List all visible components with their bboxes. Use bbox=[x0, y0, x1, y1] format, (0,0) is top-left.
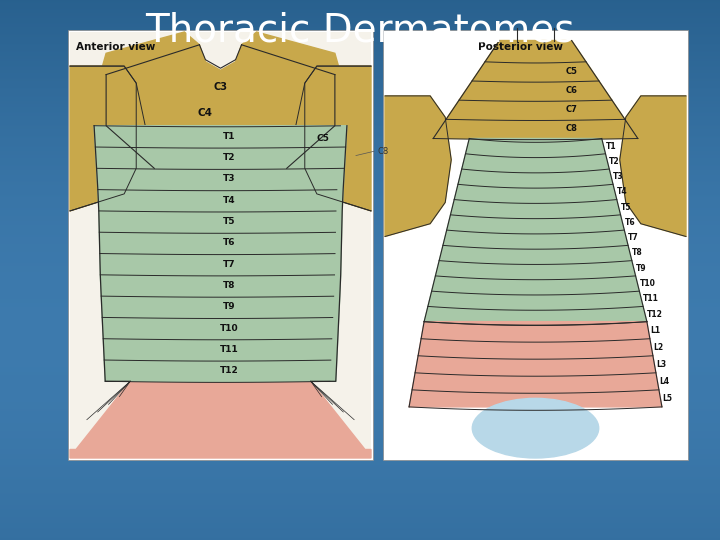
Text: C5: C5 bbox=[316, 134, 329, 143]
Text: L2: L2 bbox=[653, 343, 664, 352]
Text: T2: T2 bbox=[223, 153, 235, 162]
Polygon shape bbox=[94, 126, 347, 381]
Text: C8: C8 bbox=[566, 124, 577, 133]
Text: T11: T11 bbox=[643, 294, 659, 303]
Text: T7: T7 bbox=[223, 260, 236, 269]
Text: T6: T6 bbox=[223, 238, 235, 247]
Text: T2: T2 bbox=[609, 157, 620, 166]
Text: C5: C5 bbox=[566, 67, 577, 76]
Text: L3: L3 bbox=[657, 360, 667, 369]
Text: T3: T3 bbox=[613, 172, 624, 181]
Text: T5: T5 bbox=[621, 202, 631, 212]
Text: T12: T12 bbox=[647, 309, 663, 319]
Text: T1: T1 bbox=[223, 132, 235, 141]
FancyBboxPatch shape bbox=[68, 30, 373, 460]
Text: C6: C6 bbox=[566, 86, 577, 95]
FancyBboxPatch shape bbox=[383, 30, 688, 460]
Text: Posterior view: Posterior view bbox=[478, 42, 563, 52]
Text: C4: C4 bbox=[198, 108, 213, 118]
FancyBboxPatch shape bbox=[385, 32, 686, 458]
Text: T5: T5 bbox=[223, 217, 235, 226]
Ellipse shape bbox=[472, 399, 599, 458]
Polygon shape bbox=[385, 96, 451, 237]
Text: C8: C8 bbox=[377, 147, 388, 156]
Text: Thoracic Dermatomes: Thoracic Dermatomes bbox=[145, 11, 575, 49]
Polygon shape bbox=[70, 66, 145, 211]
Text: L4: L4 bbox=[660, 377, 670, 386]
Text: L1: L1 bbox=[650, 326, 660, 335]
FancyBboxPatch shape bbox=[70, 32, 371, 458]
Polygon shape bbox=[70, 381, 371, 458]
Text: T11: T11 bbox=[220, 345, 239, 354]
Text: C7: C7 bbox=[566, 105, 577, 114]
Text: Anterior view: Anterior view bbox=[76, 42, 156, 52]
Text: T7: T7 bbox=[628, 233, 639, 242]
Text: T9: T9 bbox=[636, 264, 647, 273]
Polygon shape bbox=[433, 40, 638, 138]
Text: T8: T8 bbox=[632, 248, 643, 258]
Text: L5: L5 bbox=[662, 394, 672, 403]
Text: T4: T4 bbox=[617, 187, 628, 197]
Text: T3: T3 bbox=[223, 174, 235, 184]
Text: T9: T9 bbox=[223, 302, 236, 311]
Polygon shape bbox=[620, 96, 686, 237]
Polygon shape bbox=[424, 138, 647, 322]
Polygon shape bbox=[100, 32, 341, 126]
Text: C3: C3 bbox=[214, 83, 228, 92]
Text: T10: T10 bbox=[639, 279, 655, 288]
Polygon shape bbox=[296, 66, 371, 211]
Text: T12: T12 bbox=[220, 366, 239, 375]
Text: T4: T4 bbox=[223, 196, 236, 205]
Polygon shape bbox=[409, 322, 662, 407]
Text: T10: T10 bbox=[220, 323, 239, 333]
Text: T1: T1 bbox=[606, 141, 616, 151]
Text: T8: T8 bbox=[223, 281, 235, 290]
Text: T6: T6 bbox=[624, 218, 635, 227]
